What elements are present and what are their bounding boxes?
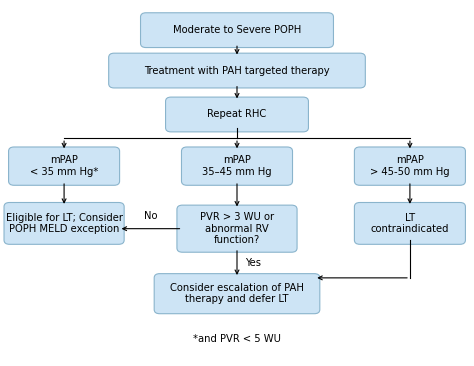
FancyBboxPatch shape [109, 53, 365, 88]
FancyBboxPatch shape [154, 274, 320, 314]
Text: mPAP
35–45 mm Hg: mPAP 35–45 mm Hg [202, 155, 272, 177]
Text: mPAP
< 35 mm Hg*: mPAP < 35 mm Hg* [30, 155, 98, 177]
FancyBboxPatch shape [140, 13, 334, 48]
Text: mPAP
> 45-50 mm Hg: mPAP > 45-50 mm Hg [370, 155, 450, 177]
Text: Consider escalation of PAH
therapy and defer LT: Consider escalation of PAH therapy and d… [170, 283, 304, 305]
Text: Repeat RHC: Repeat RHC [207, 109, 266, 119]
FancyBboxPatch shape [177, 205, 297, 252]
FancyBboxPatch shape [4, 202, 124, 244]
Text: LT
contraindicated: LT contraindicated [371, 213, 449, 234]
Text: *and PVR < 5 WU: *and PVR < 5 WU [193, 335, 281, 344]
Text: PVR > 3 WU or
abnormal RV
function?: PVR > 3 WU or abnormal RV function? [200, 212, 274, 245]
FancyBboxPatch shape [355, 202, 465, 244]
Text: Eligible for LT; Consider
POPH MELD exception: Eligible for LT; Consider POPH MELD exce… [6, 213, 123, 234]
Text: Yes: Yes [245, 258, 261, 268]
FancyBboxPatch shape [182, 147, 292, 185]
Text: Moderate to Severe POPH: Moderate to Severe POPH [173, 25, 301, 35]
FancyBboxPatch shape [165, 97, 309, 132]
Text: No: No [144, 211, 157, 221]
FancyBboxPatch shape [355, 147, 465, 185]
FancyBboxPatch shape [9, 147, 119, 185]
Text: Treatment with PAH targeted therapy: Treatment with PAH targeted therapy [144, 66, 330, 75]
